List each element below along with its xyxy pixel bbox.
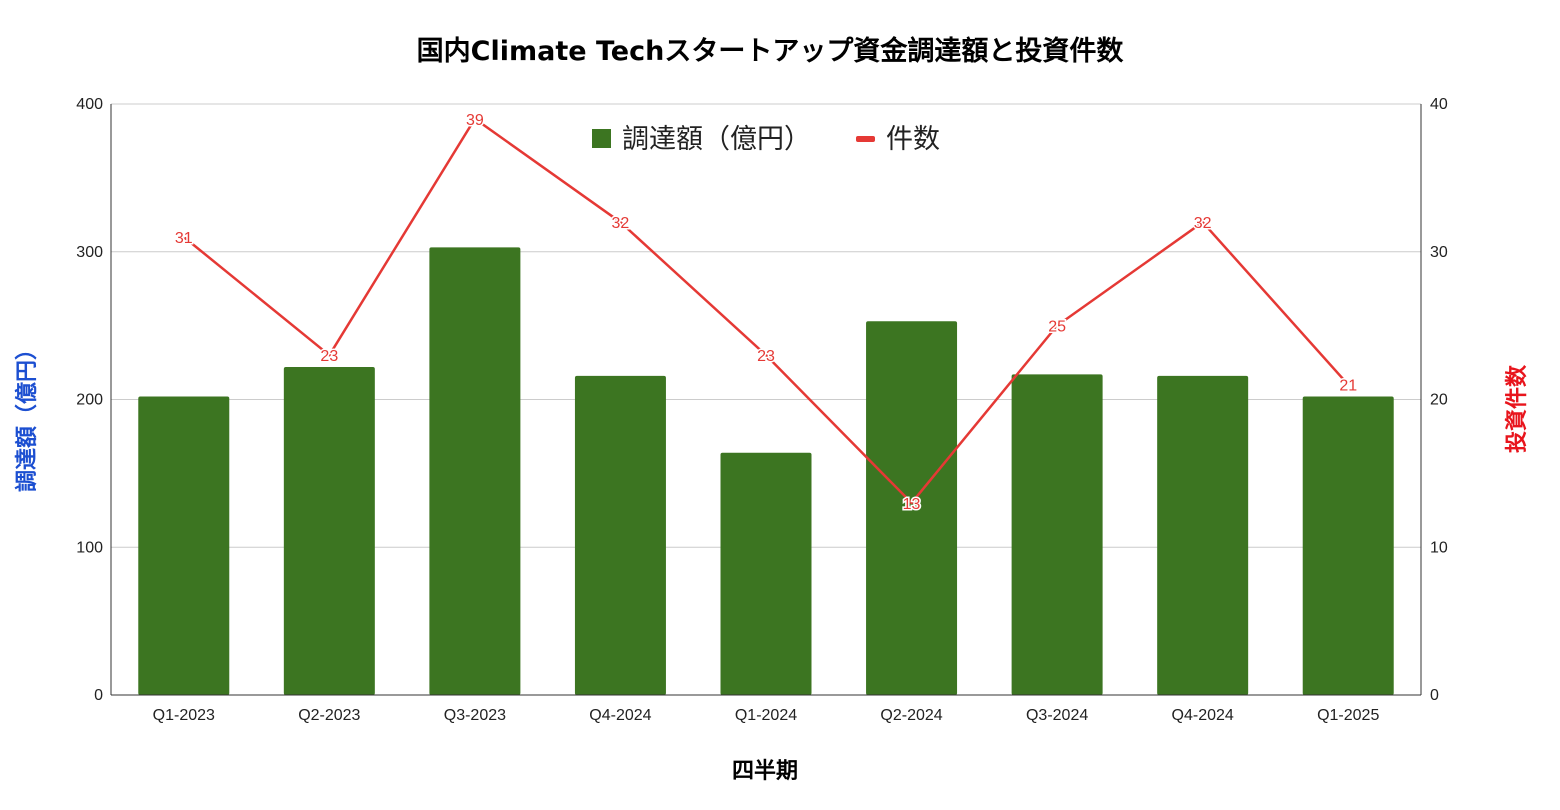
- left-tick-label: 0: [94, 687, 103, 704]
- bar: [1302, 396, 1394, 695]
- left-axis-title: 調達額（億円）: [14, 338, 40, 492]
- data-label: 39: [466, 112, 484, 129]
- right-axis-ticks: 0 10 20 30 40: [1430, 96, 1448, 704]
- left-axis-ticks: 0 100 200 300 400: [76, 96, 103, 704]
- right-tick-label: 40: [1430, 96, 1448, 113]
- legend-swatch-line: [856, 136, 875, 142]
- right-tick-label: 10: [1430, 539, 1448, 556]
- legend-swatch-bar: [592, 129, 611, 148]
- x-tick-label: Q1-2025: [1317, 707, 1379, 724]
- right-axis-title: 投資件数: [1504, 364, 1530, 453]
- data-label: 23: [757, 348, 775, 365]
- data-label: 31: [175, 230, 193, 247]
- data-label: 25: [1048, 319, 1066, 336]
- x-tick-label: Q2-2023: [298, 707, 360, 724]
- left-tick-label: 100: [76, 539, 103, 556]
- bar: [866, 321, 958, 695]
- x-tick-label: Q3-2024: [1026, 707, 1088, 724]
- bar: [138, 396, 230, 695]
- left-tick-label: 200: [76, 392, 103, 409]
- left-tick-label: 400: [76, 96, 103, 113]
- right-tick-label: 20: [1430, 392, 1448, 409]
- x-tick-label: Q4-2024: [589, 707, 651, 724]
- axes: [110, 104, 1422, 696]
- x-axis-ticks: Q1-2023 Q2-2023 Q3-2023 Q4-2024 Q1-2024 Q2-20…: [153, 707, 1380, 724]
- chart-title: 国内Climate Techスタートアップ資金調達額と投資件数: [417, 35, 1125, 67]
- bar: [429, 247, 521, 695]
- data-label: 13: [903, 496, 921, 513]
- x-axis-title: 四半期: [732, 759, 798, 784]
- bar-series: [138, 247, 1394, 695]
- x-tick-label: Q1-2024: [735, 707, 797, 724]
- x-tick-label: Q2-2024: [880, 707, 942, 724]
- data-label: 23: [320, 348, 338, 365]
- bar: [1011, 374, 1103, 695]
- legend: 調達額（億円） 件数: [592, 124, 940, 155]
- bar: [283, 366, 375, 695]
- series-line: [182, 117, 1350, 505]
- x-tick-label: Q3-2023: [444, 707, 506, 724]
- data-label: 32: [1194, 215, 1212, 232]
- right-tick-label: 30: [1430, 244, 1448, 261]
- data-labels: 31 23 39 32 23 13 25 32 21: [173, 110, 1358, 514]
- legend-label-line: 件数: [886, 124, 940, 155]
- right-tick-label: 0: [1430, 687, 1439, 704]
- bar: [720, 452, 812, 695]
- legend-label-bar: 調達額（億円）: [622, 124, 811, 155]
- x-tick-label: Q4-2024: [1172, 707, 1234, 724]
- line-series: [182, 117, 1350, 505]
- left-tick-label: 300: [76, 244, 103, 261]
- bar: [1157, 375, 1249, 695]
- data-label: 21: [1339, 378, 1357, 395]
- bar: [574, 375, 666, 695]
- data-label: 32: [612, 215, 630, 232]
- x-tick-label: Q1-2023: [153, 707, 215, 724]
